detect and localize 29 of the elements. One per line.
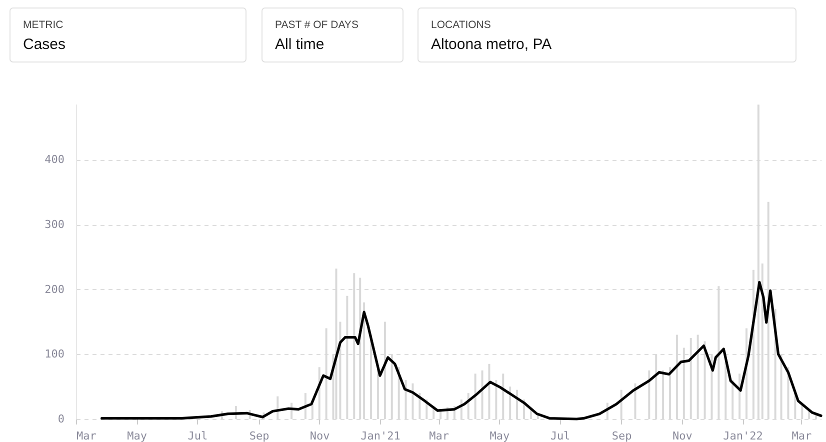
- x-tick-label: Jan'22: [723, 430, 763, 442]
- line-series: [100, 280, 822, 420]
- y-tick-label: 0: [58, 412, 64, 426]
- y-tick-label: 100: [44, 348, 64, 361]
- text: LOCATIONS: [431, 19, 491, 31]
- text: Cases: [23, 36, 66, 53]
- x-tick-label: Mar: [792, 430, 812, 442]
- y-tick-label: 300: [44, 218, 64, 232]
- bar: [738, 374, 741, 419]
- bar: [634, 383, 636, 419]
- bar: [481, 370, 484, 419]
- x-tick-label: Sep: [249, 430, 270, 442]
- bar: [474, 374, 476, 419]
- y-tick-label: 400: [44, 153, 64, 166]
- x-tick-label: Nov: [310, 430, 330, 442]
- x-tick-label: Mar: [76, 430, 97, 442]
- text: METRIC: [23, 19, 64, 31]
- text: PAST # OF DAYS: [275, 19, 358, 31]
- text: All time: [275, 36, 324, 53]
- x-tick-label: Jan'21: [360, 430, 400, 442]
- x-tick-label: Mar: [429, 430, 450, 442]
- x-tick-label: May: [490, 430, 510, 442]
- x-tick-label: Nov: [672, 430, 693, 442]
- x-tick-label: Jul: [550, 430, 570, 442]
- x-tick-label: Sep: [612, 430, 632, 442]
- text: Altoona metro, PA: [431, 36, 552, 53]
- y-tick-label: 200: [44, 282, 64, 296]
- x-tick-label: May: [127, 430, 148, 442]
- x-tick-label: Jul: [188, 430, 208, 442]
